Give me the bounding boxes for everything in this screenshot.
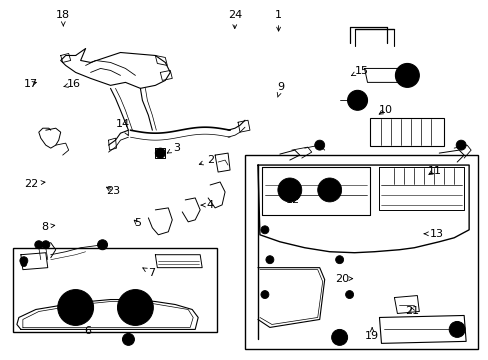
Bar (369, 118, 443, 146)
Text: 6: 6 (84, 307, 91, 336)
Circle shape (335, 333, 343, 341)
Text: 20: 20 (334, 274, 352, 284)
Bar (244, 155, 477, 349)
Text: 8: 8 (41, 222, 55, 231)
Circle shape (281, 182, 297, 198)
Text: 9: 9 (277, 82, 284, 97)
Text: 5: 5 (134, 218, 141, 228)
Circle shape (335, 256, 343, 264)
Circle shape (455, 140, 465, 150)
Circle shape (345, 291, 353, 298)
Circle shape (98, 240, 107, 250)
Text: 13: 13 (423, 229, 443, 239)
Circle shape (321, 182, 337, 198)
Circle shape (123, 296, 147, 319)
Text: 17: 17 (24, 79, 38, 89)
Text: 18: 18 (56, 10, 70, 26)
Text: 10: 10 (378, 105, 392, 115)
Text: 3: 3 (167, 143, 180, 153)
Text: 19: 19 (365, 328, 378, 341)
Circle shape (125, 336, 131, 342)
Text: 14: 14 (116, 120, 129, 135)
Circle shape (58, 289, 93, 325)
Circle shape (331, 329, 347, 345)
Text: 12: 12 (285, 195, 300, 205)
Text: 15: 15 (351, 66, 367, 76)
Text: 23: 23 (106, 186, 120, 196)
Text: 1: 1 (275, 10, 282, 31)
Circle shape (401, 69, 412, 81)
Circle shape (20, 257, 28, 265)
Text: 21: 21 (405, 306, 419, 316)
Text: 7: 7 (142, 268, 155, 278)
Circle shape (317, 178, 341, 202)
Text: 16: 16 (64, 79, 81, 89)
Circle shape (117, 289, 153, 325)
Circle shape (352, 95, 362, 105)
Circle shape (448, 321, 464, 337)
Circle shape (314, 140, 324, 150)
Circle shape (265, 256, 273, 264)
Text: 4: 4 (201, 200, 214, 210)
Circle shape (155, 148, 165, 158)
Circle shape (261, 226, 268, 234)
Circle shape (277, 178, 301, 202)
Circle shape (347, 90, 367, 110)
Circle shape (21, 261, 27, 267)
Text: 22: 22 (24, 179, 45, 189)
Circle shape (63, 296, 87, 319)
Circle shape (35, 241, 42, 249)
Text: 24: 24 (227, 10, 242, 28)
Circle shape (69, 302, 81, 314)
Circle shape (261, 291, 268, 298)
Circle shape (129, 302, 141, 314)
Circle shape (122, 333, 134, 345)
Circle shape (452, 325, 460, 333)
Circle shape (41, 241, 50, 249)
Text: 11: 11 (427, 166, 441, 176)
Text: 2: 2 (199, 155, 214, 165)
Circle shape (395, 63, 419, 87)
Circle shape (100, 242, 105, 247)
Bar (13, 248, 217, 332)
